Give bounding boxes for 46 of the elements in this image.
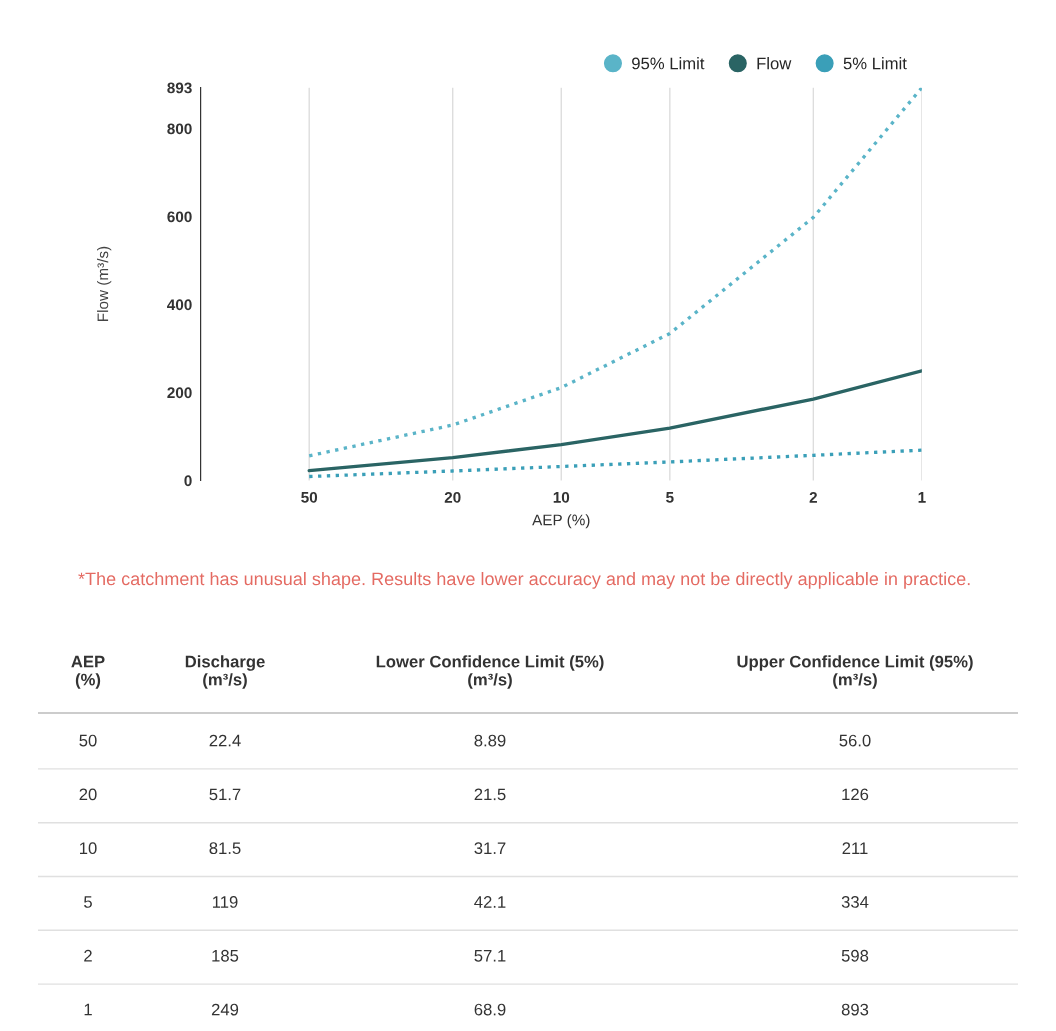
- category-label: Lower Confidence Limit (5%) (m³/s): [376, 655, 604, 689]
- text: 598: [841, 949, 869, 962]
- text: 68.9: [474, 1003, 506, 1016]
- y-tick-label: 893: [167, 82, 192, 94]
- text: 249: [211, 1003, 239, 1016]
- y-tick-label: 200: [167, 387, 192, 399]
- text: 8.89: [474, 734, 506, 747]
- y-tick-label: 600: [167, 211, 192, 223]
- y-axis-title: Flow (m³/s): [97, 246, 112, 321]
- text: 185: [212, 949, 239, 962]
- text: 334: [841, 896, 869, 908]
- x-tick-label: 1: [918, 492, 926, 503]
- text: 42.1: [474, 896, 506, 908]
- text: 51.7: [209, 788, 241, 801]
- y-tick-label: 0: [184, 475, 192, 487]
- legend-label: Flow: [757, 57, 792, 70]
- text: 22.4: [209, 734, 241, 747]
- legend-label: 5% Limit: [843, 57, 907, 70]
- y-tick-label: 800: [167, 123, 192, 135]
- text: 31.7: [474, 842, 506, 855]
- x-tick-label: 50: [301, 491, 318, 503]
- x-tick-label: 2: [809, 491, 817, 503]
- text: 119: [212, 896, 238, 908]
- text: *The catchment has unusual shape. Results have lower accuracy and may not be directly applicable in practice.: [78, 572, 970, 589]
- legend-label: 95% Limit: [632, 57, 705, 70]
- text: 211: [842, 842, 868, 854]
- category-label: 20: [79, 788, 97, 801]
- category-label: 10: [80, 842, 97, 855]
- text: AEP (%): [71, 655, 105, 689]
- x-tick-label: 20: [444, 491, 461, 503]
- text: 56.0: [839, 734, 871, 747]
- category-label: 5: [84, 896, 92, 908]
- text: 126: [842, 788, 869, 801]
- x-tick-label: 5: [666, 492, 674, 503]
- text: 893: [841, 1003, 869, 1016]
- category-label: 2: [84, 949, 92, 962]
- x-axis-title: AEP (%): [532, 514, 590, 529]
- y-tick-label: 400: [167, 299, 192, 311]
- text: 81.5: [209, 842, 241, 855]
- category-label: 50: [79, 734, 97, 747]
- x-tick-label: 10: [553, 491, 570, 503]
- category-label: 1: [84, 1003, 92, 1016]
- category-label: Upper Confidence Limit (95%) (m³/s): [737, 655, 973, 689]
- text: 57.1: [474, 950, 506, 962]
- category-label: Discharge (m³/s): [185, 655, 265, 689]
- text: 21.5: [474, 788, 506, 801]
